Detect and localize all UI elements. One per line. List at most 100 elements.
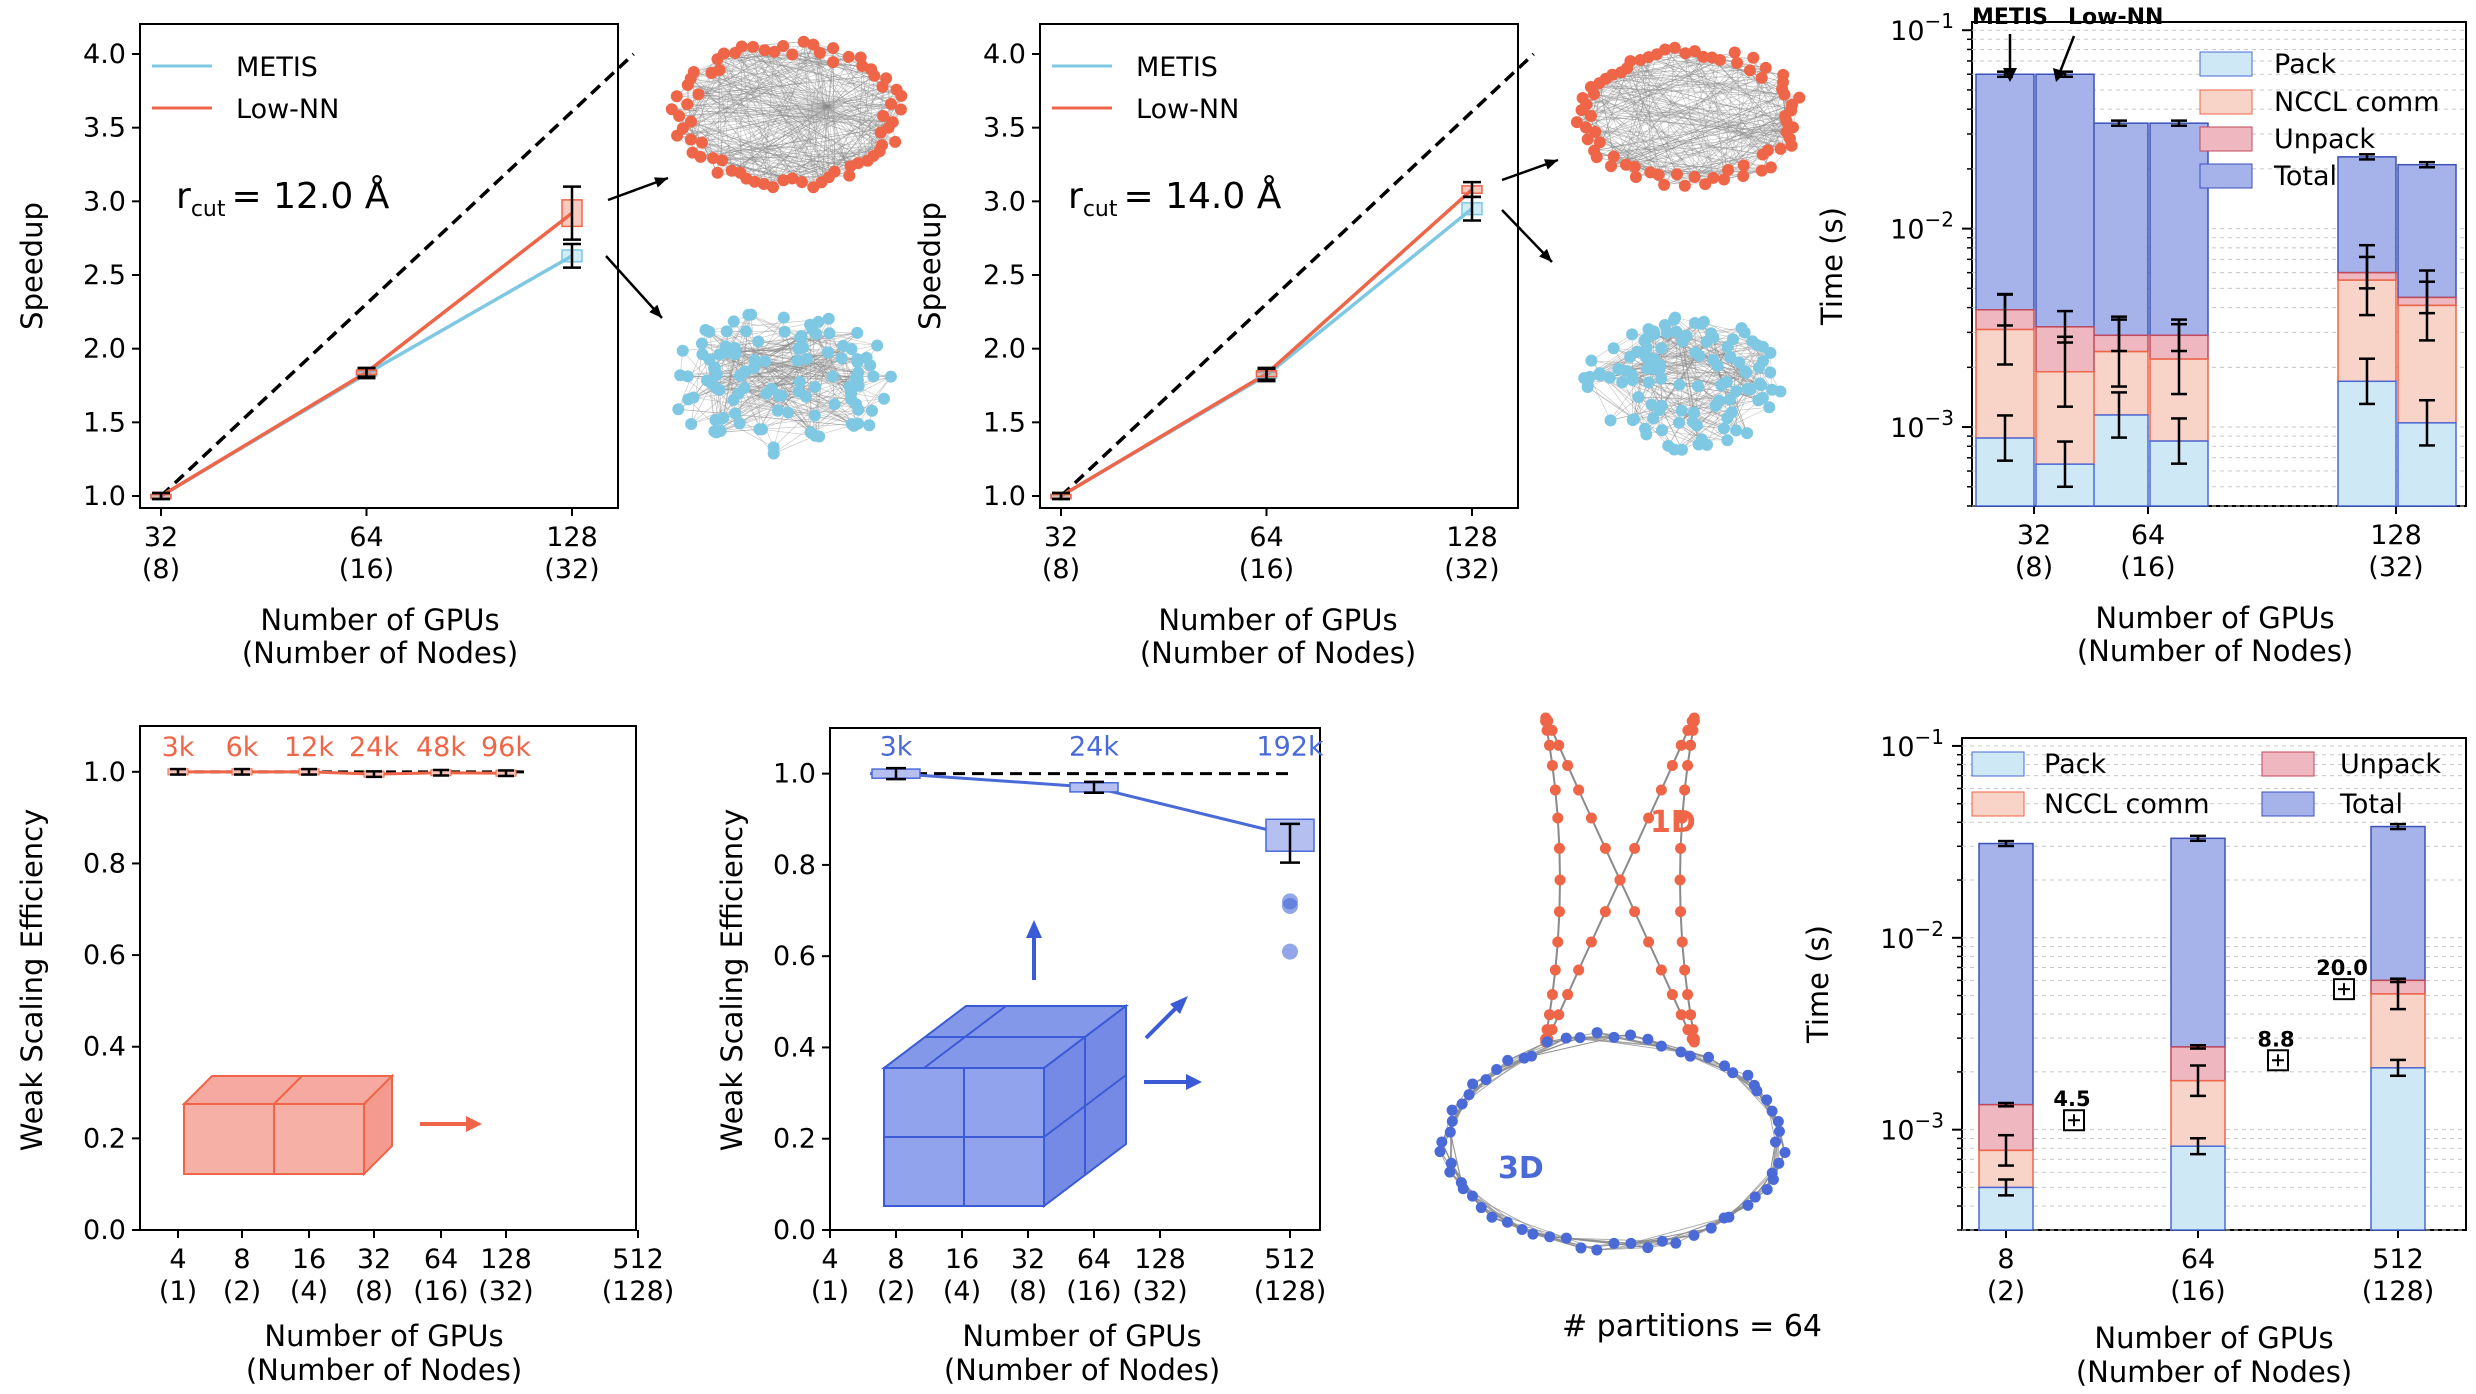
x-tick-label: 64 xyxy=(424,1244,458,1275)
graph-node xyxy=(826,370,839,383)
panel-f-ylabel: Time (s) xyxy=(1801,925,1835,1044)
graph-node xyxy=(1554,874,1566,886)
series-line-low-nn xyxy=(160,211,574,498)
graph-node xyxy=(727,394,740,407)
graph-node xyxy=(1688,170,1701,183)
graph-edge xyxy=(1576,52,1686,123)
graph-edge xyxy=(1610,94,1785,167)
graph-node xyxy=(1605,160,1618,173)
graph-node xyxy=(1562,759,1574,771)
graph-edge xyxy=(759,423,852,430)
x-tick-label: (1) xyxy=(159,1276,197,1307)
graph-edge xyxy=(678,408,854,427)
ideal-scaling-line xyxy=(159,52,635,498)
graph-node xyxy=(1642,1242,1654,1254)
y-tick-label: 10−1 xyxy=(1890,9,1954,47)
graph-node xyxy=(827,56,840,69)
graph-edge xyxy=(1644,367,1760,429)
graph-node xyxy=(1770,1136,1782,1148)
graph-node xyxy=(1711,359,1724,372)
legend-nccl-swatch xyxy=(1971,791,2025,817)
graph-node xyxy=(1607,342,1620,355)
graph-node xyxy=(1761,1183,1773,1195)
x-tick-label: (32) xyxy=(1444,554,1499,585)
graph-edge xyxy=(678,115,774,188)
graph-node xyxy=(757,177,770,190)
graph-edge xyxy=(706,380,852,425)
graph-node xyxy=(767,181,780,194)
graph-node xyxy=(1723,393,1736,406)
size-label: 96k xyxy=(481,732,531,763)
graph-edge xyxy=(1663,62,1738,185)
graph-node xyxy=(1655,342,1668,355)
graph-node xyxy=(1742,1199,1754,1211)
size-label: 12k xyxy=(284,732,334,763)
graph-node xyxy=(710,426,723,439)
graph-edge xyxy=(1582,97,1768,151)
graph-node xyxy=(1544,1231,1556,1243)
graph-edge xyxy=(690,57,861,122)
y-tick-label: 1.0 xyxy=(983,481,1026,512)
graph-node xyxy=(1764,366,1777,379)
graph-edge xyxy=(677,103,892,136)
x-tick-label: (32) xyxy=(478,1276,533,1307)
graph-node xyxy=(1573,964,1585,976)
graph-node xyxy=(1546,989,1558,1001)
graph-node xyxy=(1669,311,1682,324)
box-front-right xyxy=(273,1103,365,1175)
graph-node xyxy=(676,122,689,135)
graph-node xyxy=(1546,724,1558,736)
graph-edge xyxy=(671,108,893,123)
graph-node xyxy=(1671,168,1684,181)
graph-node xyxy=(777,174,790,187)
graph-node xyxy=(1693,349,1706,362)
panel-b-legend: METIS Low-NN xyxy=(1052,52,1239,125)
graph-node xyxy=(1703,1051,1715,1063)
graph-node xyxy=(861,154,874,167)
graph-edge xyxy=(679,115,829,178)
panel-d: 0.00.20.40.60.81.0 4(1)8(2)16(4)32(8)64(… xyxy=(15,725,674,1387)
graph-edge xyxy=(1633,365,1661,420)
graph-node xyxy=(864,359,877,372)
graph-edge xyxy=(1694,51,1744,177)
graph-node xyxy=(1668,41,1681,54)
graph-node xyxy=(1603,371,1616,384)
graph-edge xyxy=(711,72,829,107)
graph-node xyxy=(1685,1009,1697,1021)
graph-node xyxy=(758,44,771,57)
graph-edge xyxy=(1605,78,1785,95)
graph-node xyxy=(866,404,879,417)
graph-edge xyxy=(1612,74,1783,90)
graph-node xyxy=(768,45,781,58)
graph-edge xyxy=(764,49,887,79)
direction-arrowhead-up xyxy=(1026,920,1042,938)
graph-node xyxy=(1773,1125,1785,1137)
graph-node xyxy=(1444,1166,1456,1178)
graph-edge xyxy=(1694,59,1721,178)
graph-edge xyxy=(1585,52,1735,128)
graph-node xyxy=(1675,842,1687,854)
graph-edge xyxy=(690,78,859,164)
graph-edge xyxy=(698,94,829,107)
graph-node xyxy=(795,176,808,189)
legend-pack-label: Pack xyxy=(2044,749,2106,780)
graph-node xyxy=(1434,1146,1446,1158)
graph-edge xyxy=(1590,115,1787,133)
x-tick-label: (8) xyxy=(355,1276,393,1307)
graph-edge xyxy=(1684,104,1793,187)
arrowhead-lownn xyxy=(2053,68,2066,82)
legend-total-label: Total xyxy=(2273,161,2337,192)
graph-node xyxy=(1591,1244,1603,1256)
panel-c-xlabel-2: (Number of Nodes) xyxy=(2077,634,2353,668)
y-tick-label: 3.0 xyxy=(83,186,126,217)
graph-node xyxy=(1718,1212,1730,1224)
graph-edge xyxy=(851,376,892,425)
graph-node xyxy=(1670,325,1683,338)
x-tick-label: (8) xyxy=(1042,554,1080,585)
graph-edge xyxy=(1727,77,1763,171)
x-tick-label: 128 xyxy=(480,1244,532,1275)
y-tick-label: 10−2 xyxy=(1890,208,1954,246)
graph-edge xyxy=(1625,47,1676,165)
graph-edge xyxy=(1711,57,1792,146)
panel-d-frame xyxy=(139,725,637,1231)
